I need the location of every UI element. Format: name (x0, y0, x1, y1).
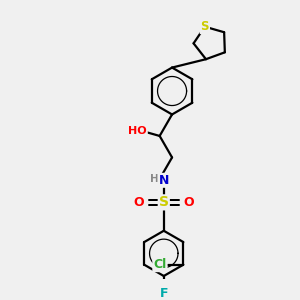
Text: N: N (159, 174, 169, 187)
Text: S: S (159, 195, 169, 209)
Text: F: F (160, 286, 168, 300)
Text: HO: HO (128, 126, 147, 136)
Text: O: O (133, 196, 144, 209)
Text: H: H (150, 174, 159, 184)
Text: S: S (201, 20, 209, 33)
Text: O: O (184, 196, 194, 209)
Text: Cl: Cl (153, 258, 167, 271)
